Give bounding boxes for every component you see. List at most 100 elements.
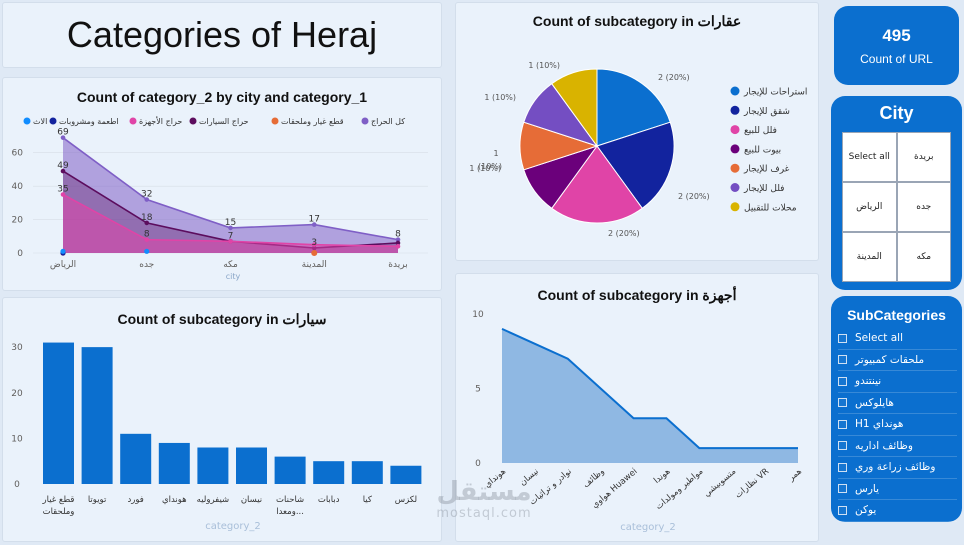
subcategory-option[interactable]: وظائف اداريه: [838, 436, 957, 457]
legend-label: حراج الأجهزة: [139, 116, 182, 126]
subcategory-option[interactable]: وظائف زراعة وري: [838, 457, 957, 479]
page-title-panel: Categories of Heraj: [2, 2, 442, 68]
data-point: [144, 197, 150, 202]
subcategory-option[interactable]: Select all: [838, 328, 957, 350]
watermark-subtext: mostaql.com: [436, 506, 532, 521]
x-tick-label: قطع غيار: [42, 495, 75, 505]
slice-label: 2 (20%): [678, 192, 710, 201]
checkbox-icon[interactable]: [838, 355, 847, 365]
bar-chart-panel[interactable]: Count of subcategory in سيارات 0 10 20 30 قط…: [2, 297, 442, 542]
city-option[interactable]: Select all: [842, 132, 897, 182]
point-label: 8: [395, 230, 401, 240]
devices-chart-panel[interactable]: Count of subcategory in أجهزة 0 5 10 هونداي…: [455, 273, 819, 542]
bar: [313, 461, 345, 484]
x-axis-title: category_2: [620, 522, 676, 533]
city-option[interactable]: جده: [896, 182, 951, 232]
city-option[interactable]: مكه: [896, 232, 951, 282]
pie-slice: [596, 68, 671, 147]
subcategory-label: وظائف زراعة وري: [855, 461, 936, 474]
legend-label: كل الحراج: [371, 117, 405, 126]
y-tick-label: 20: [11, 389, 23, 399]
subcategory-option[interactable]: هايلوكس: [838, 393, 957, 414]
checkbox-icon[interactable]: [838, 441, 847, 451]
city-option[interactable]: المدينة: [842, 232, 897, 282]
city-slicer: City Select all بريدة الرياض جده المدينة…: [831, 96, 962, 290]
legend-marker: [730, 125, 740, 135]
checkbox-icon[interactable]: [838, 333, 847, 343]
subcategory-label: يوكن: [855, 504, 877, 517]
checkbox-icon[interactable]: [838, 376, 847, 386]
subcategory-option[interactable]: نينتندو: [838, 371, 957, 393]
bar: [197, 447, 229, 484]
series-line: [501, 327, 798, 450]
legend-label: استراحات للإيجار: [743, 88, 807, 98]
legend-marker: [730, 202, 740, 212]
point-label: 49: [57, 161, 69, 171]
kpi-value: 495: [882, 25, 911, 45]
city-option[interactable]: الرياض: [842, 182, 897, 232]
subcategory-option[interactable]: يارس: [838, 479, 957, 500]
point-label: 7: [228, 231, 234, 241]
data-point: [144, 237, 150, 242]
x-tick-label: بريدة: [388, 260, 407, 270]
legend-marker: [361, 117, 369, 125]
x-tick-label: كيا: [363, 495, 373, 505]
x-tick-label: هونداي: [162, 495, 187, 505]
x-tick-label: متسوبيشي: [702, 467, 738, 500]
bar-chart[interactable]: 0 10 20 30 قطع غيار وملحقات تويوتا فورد هونداي شي…: [3, 298, 443, 543]
data-point: [228, 225, 233, 231]
area-chart[interactable]: كل الحراج قطع غيار وملحقات حراج السيارات حر…: [3, 78, 443, 292]
data-point: [228, 239, 233, 244]
y-tick-label: 0: [17, 249, 23, 259]
point-label: 8: [144, 230, 150, 240]
watermark-logo: مستقل mostaql.com: [424, 478, 544, 521]
subcategory-option[interactable]: يوكن: [838, 500, 957, 522]
devices-chart-title: Count of subcategory in أجهزة: [537, 287, 737, 303]
legend-marker: [271, 117, 279, 125]
y-tick-label: 40: [12, 182, 24, 192]
city-option[interactable]: بريدة: [896, 132, 951, 182]
legend-label: قطع غيار وملحقات: [281, 117, 344, 126]
subcategory-label: وظائف اداريه: [855, 439, 913, 452]
slice-label: (10%): [478, 162, 502, 171]
checkbox-icon[interactable]: [838, 398, 847, 408]
subcategory-label: H1 هونداي: [855, 418, 904, 431]
legend-marker: [49, 117, 57, 125]
pie-slice: [596, 121, 675, 209]
bar: [390, 465, 422, 484]
subcategory-label: نينتندو: [855, 375, 882, 388]
pie-chart[interactable]: 2 (20%)2 (20%)2 (20%)1 (10%)1(10%)1 (10%…: [456, 3, 820, 262]
y-tick-label: 10: [472, 310, 484, 320]
x-tick-label: شاحنات: [276, 495, 304, 505]
data-point: [60, 168, 66, 174]
kpi-card: 495 Count of URL: [834, 6, 959, 85]
y-tick-label: 0: [475, 459, 481, 469]
checkbox-icon[interactable]: [838, 505, 847, 515]
x-tick-label: همر: [786, 467, 804, 484]
area-chart-panel[interactable]: Count of category_2 by city and category…: [2, 77, 442, 291]
bar: [274, 456, 306, 484]
x-tick-label: ومعدا...: [276, 507, 304, 517]
data-point: [60, 192, 66, 197]
checkbox-icon[interactable]: [838, 462, 847, 472]
y-tick-label: 5: [475, 385, 481, 395]
y-tick-label: 10: [11, 434, 23, 444]
subcategory-option[interactable]: H1 هونداي: [838, 414, 957, 436]
legend-marker: [129, 117, 137, 125]
bar: [120, 433, 152, 484]
point-label: 3: [311, 238, 317, 248]
legend-marker: [189, 117, 197, 125]
watermark-text: مستقل: [436, 477, 532, 507]
checkbox-icon[interactable]: [838, 419, 847, 429]
x-tick-label: نيسان: [241, 495, 262, 505]
x-tick-label: تويوتا: [88, 495, 107, 505]
page-title: Categories of Heraj: [66, 14, 378, 55]
bar: [158, 442, 190, 484]
pie-chart-panel[interactable]: Count of subcategory in عقارات 2 (20%) 2 …: [455, 2, 819, 261]
checkbox-icon[interactable]: [838, 484, 847, 494]
legend-label: اطعمة ومشروبات: [59, 117, 119, 126]
legend-marker: [730, 105, 740, 115]
subcategory-option[interactable]: ملحقات كمبيوتر: [838, 350, 957, 371]
x-tick-label: هوندا: [652, 467, 672, 486]
